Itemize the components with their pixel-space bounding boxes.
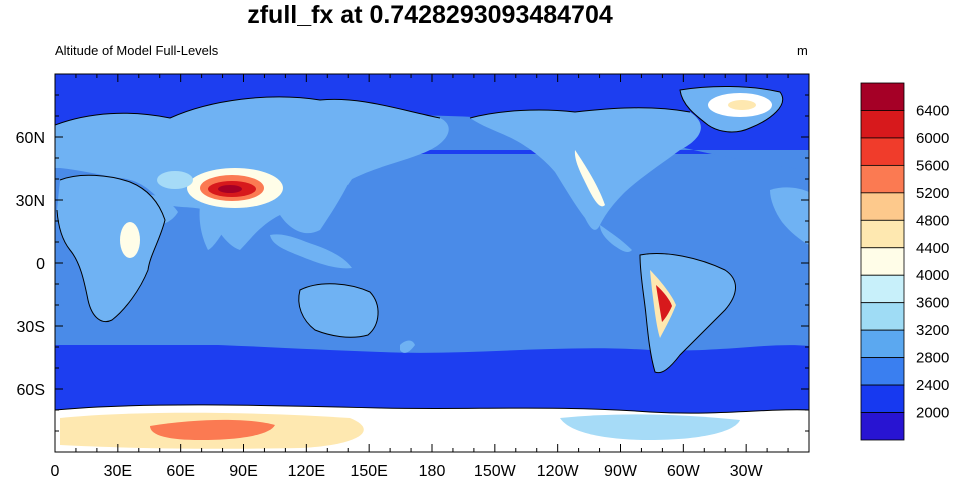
x-tick-label: 30E [104,463,132,480]
colorbar-label: 2400 [916,377,949,394]
rockies-highland [574,150,605,207]
colorbar-label: 2000 [916,405,949,422]
south-america-landmass [640,253,736,373]
colorbar-swatch [860,164,905,194]
colorbar-label: 5200 [916,185,949,202]
map-subtitle-left: Altitude of Model Full-Levels [55,43,219,58]
maritime-continent [270,234,352,269]
map-title: zfull_fx at 0.7428293093484704 [247,1,613,29]
western-europe-africa-edge [770,187,809,245]
andes-peak [656,285,672,322]
x-tick-label: 0 [51,463,60,480]
india-landmass [199,203,230,250]
west-antarctica [560,414,740,440]
colorbar-swatch [860,137,905,166]
central-america-landmass [600,225,632,253]
colorbar-labels: 6400 6000 5600 5200 4800 4400 4000 3600 3200 2800… [916,102,949,421]
new-zealand-landmass [400,340,415,353]
colorbar-label: 4400 [916,240,949,257]
colorbar-swatch [860,357,905,386]
longitude-labels: 0 30E 60E 90E 120E 150E 180 150W 120W 90W 60W 30W [51,463,764,480]
x-tick-label: 90W [604,463,638,480]
x-tick-label: 150E [350,463,387,480]
east-africa-highland [120,222,140,258]
y-tick-label: 30N [16,193,45,210]
x-tick-label: 60W [667,463,701,480]
australia-landmass [298,283,379,338]
y-tick-label: 30S [17,319,45,336]
y-tick-label: 60N [16,130,45,147]
colorbar-label: 5600 [916,157,949,174]
colorbar [860,82,905,441]
antarctica-dome [150,419,275,440]
colorbar-swatch [860,82,905,111]
arabia-landmass [140,194,178,225]
colorbar-label: 2800 [916,350,949,367]
x-tick-label: 90E [229,463,257,480]
africa-landmass [57,175,165,322]
map-plot-area [55,74,809,452]
colorbar-swatch [860,302,905,331]
southern-ocean-band [55,342,809,420]
colorbar-label: 6400 [916,102,949,119]
iran-plateau [157,171,193,189]
colorbar-swatch [860,329,905,359]
colorbar-swatch [860,192,905,221]
map-units-label: m [797,43,808,58]
x-tick-label: 120E [288,463,325,480]
colorbar-label: 3600 [916,295,949,312]
axis-ticks [54,74,810,452]
colorbar-label: 4800 [916,212,949,229]
colorbar-swatch [860,110,905,139]
colorbar-label: 4000 [916,267,949,284]
y-tick-label: 0 [36,256,45,273]
colorbar-label: 6000 [916,130,949,147]
greenland-ice-high [728,100,756,110]
colorbar-swatch [860,247,905,276]
colorbar-swatch [860,274,905,304]
x-tick-label: 60E [166,463,194,480]
x-tick-label: 180 [419,463,446,480]
japan-landmass [340,158,361,185]
colorbar-label: 3200 [916,322,949,339]
x-tick-label: 150W [474,463,517,480]
colorbar-swatch [860,384,905,413]
latitude-labels: 60N 30N 0 30S 60S [16,130,45,399]
y-tick-label: 60S [17,382,45,399]
x-tick-label: 30W [730,463,764,480]
coastlines [55,85,809,414]
x-tick-label: 120W [537,463,580,480]
colorbar-swatch [860,412,905,441]
colorbar-swatch [860,219,905,249]
tibet-plateau-peak [218,185,242,193]
